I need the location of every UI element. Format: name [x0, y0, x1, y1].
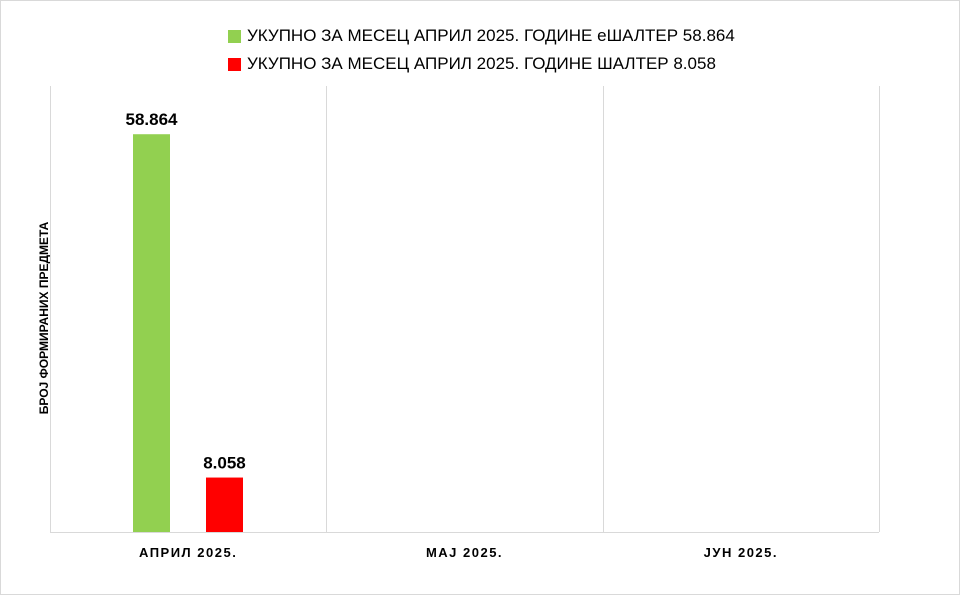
data-label-eshalter: 58.864 — [126, 110, 179, 129]
x-tick-label: ЈУН 2025. — [704, 545, 778, 560]
legend-item-eshalter: УКУПНО ЗА МЕСЕЦ АПРИЛ 2025. ГОДИНЕ еШАЛТ… — [228, 22, 735, 50]
legend-label-shalter: УКУПНО ЗА МЕСЕЦ АПРИЛ 2025. ГОДИНЕ ШАЛТЕ… — [247, 54, 716, 73]
bar-shalter — [206, 477, 243, 532]
legend-swatch-eshalter — [228, 29, 241, 43]
legend-swatch-shalter — [228, 57, 241, 71]
bar-eshalter — [133, 134, 170, 533]
legend-item-shalter: УКУПНО ЗА МЕСЕЦ АПРИЛ 2025. ГОДИНЕ ШАЛТЕ… — [228, 50, 735, 78]
x-tick-label: МАЈ 2025. — [426, 545, 503, 560]
x-tick-label: АПРИЛ 2025. — [139, 545, 237, 560]
data-label-shalter: 8.058 — [203, 454, 246, 473]
legend-label-eshalter: УКУПНО ЗА МЕСЕЦ АПРИЛ 2025. ГОДИНЕ еШАЛТ… — [247, 26, 735, 45]
legend: УКУПНО ЗА МЕСЕЦ АПРИЛ 2025. ГОДИНЕ еШАЛТ… — [228, 22, 735, 78]
